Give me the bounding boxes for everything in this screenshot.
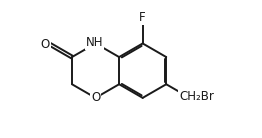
Text: NH: NH [86, 36, 103, 49]
Text: O: O [41, 38, 50, 51]
Text: F: F [139, 11, 146, 24]
Text: CH₂Br: CH₂Br [179, 90, 214, 103]
Text: O: O [91, 91, 100, 104]
